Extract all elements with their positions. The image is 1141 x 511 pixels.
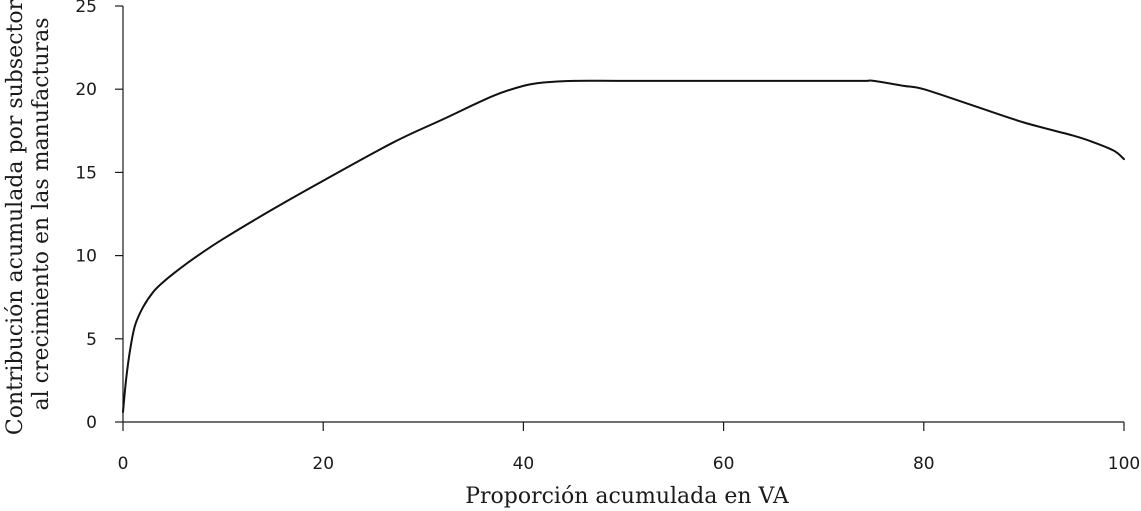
x-tick-label: 40 xyxy=(513,454,535,474)
y-tick-label: 15 xyxy=(75,163,97,183)
y-tick-label: 20 xyxy=(75,80,97,100)
y-tick-label: 10 xyxy=(75,247,97,267)
y-axis-title-line-2: al crecimiento en las manufacturas xyxy=(29,18,54,411)
y-tick-label: 0 xyxy=(86,413,97,433)
y-tick-label: 5 xyxy=(86,330,97,350)
x-tick-label: 60 xyxy=(713,454,735,474)
y-tick-label: 25 xyxy=(75,0,97,17)
axes xyxy=(122,6,1124,423)
x-tick-label: 0 xyxy=(118,454,129,474)
series-line xyxy=(122,79,1125,414)
y-ticks: 0 5 10 15 20 25 xyxy=(75,0,123,433)
x-axis-title: Proporción acumulada en VA xyxy=(465,484,790,509)
x-ticks: 0 20 40 60 80 100 xyxy=(118,422,1140,474)
series-group xyxy=(122,79,1125,414)
y-axis-title: Contribución acumulada por subsector al … xyxy=(3,0,54,435)
y-axis-title-line-1: Contribución acumulada por subsector xyxy=(3,0,28,435)
x-tick-label: 100 xyxy=(1108,454,1140,474)
x-tick-label: 20 xyxy=(312,454,334,474)
x-tick-label: 80 xyxy=(913,454,935,474)
